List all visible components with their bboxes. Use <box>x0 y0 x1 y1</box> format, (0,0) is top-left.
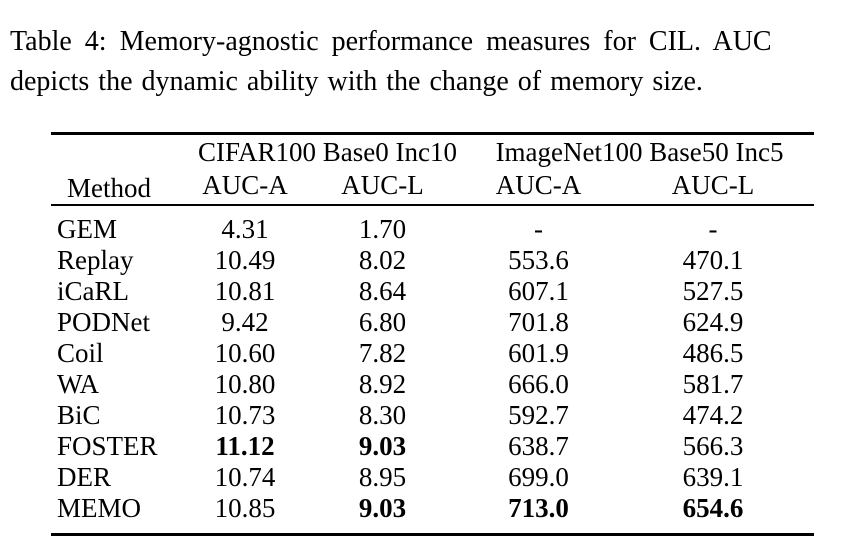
header-group-row: Method CIFAR100 Base0 Inc10 ImageNet100 … <box>51 134 814 203</box>
table-row: FOSTER 11.12 9.03 638.7 566.3 <box>51 431 814 462</box>
subcol-header-cifar-auc-l: AUC-L <box>341 170 424 200</box>
value-cell: 9.03 <box>358 430 407 461</box>
value-cell: 8.64 <box>358 275 407 306</box>
table-caption-line2: depicts the dynamic ability with the cha… <box>10 66 703 97</box>
table-row: DER 10.74 8.95 699.0 639.1 <box>51 462 814 493</box>
table-caption: Table 4: Memory-agnostic performance mea… <box>10 22 860 102</box>
value-cell: 624.9 <box>682 306 744 337</box>
value-cell: 527.5 <box>682 275 744 306</box>
value-cell: 10.81 <box>214 275 276 306</box>
value-cell: 713.0 <box>508 492 569 523</box>
table-row: Replay 10.49 8.02 553.6 470.1 <box>51 245 814 276</box>
value-cell: 701.8 <box>508 306 569 337</box>
results-table-container: Method CIFAR100 Base0 Inc10 ImageNet100 … <box>51 132 815 536</box>
value-cell: 666.0 <box>508 368 569 399</box>
value-cell: 699.0 <box>508 461 569 492</box>
results-table-header: Method CIFAR100 Base0 Inc10 ImageNet100 … <box>51 134 815 205</box>
value-cell: 607.1 <box>508 275 569 306</box>
method-name-cell: iCaRL <box>57 275 129 306</box>
value-cell: - <box>534 213 544 244</box>
value-cell: 9.03 <box>358 492 407 523</box>
value-cell: 10.60 <box>214 337 276 368</box>
method-name-cell: WA <box>57 368 99 399</box>
method-name-cell: Replay <box>57 244 134 275</box>
method-name-cell: DER <box>57 461 111 492</box>
table-row: BiC 10.73 8.30 592.7 474.2 <box>51 400 814 431</box>
table-row: GEM 4.31 1.70 - - <box>51 205 814 245</box>
value-cell: 6.80 <box>358 306 407 337</box>
method-column-header: Method <box>67 172 151 203</box>
table-caption-line1: Table 4: Memory-agnostic performance mea… <box>10 26 772 57</box>
value-cell: 8.95 <box>358 461 407 492</box>
results-table: Method CIFAR100 Base0 Inc10 ImageNet100 … <box>51 132 815 536</box>
value-cell: 566.3 <box>682 430 744 461</box>
value-cell: 654.6 <box>682 492 744 523</box>
value-cell: 470.1 <box>682 244 744 275</box>
value-cell: 8.02 <box>358 244 407 275</box>
value-cell: 10.73 <box>214 399 276 430</box>
table-row: Coil 10.60 7.82 601.9 486.5 <box>51 338 814 369</box>
value-cell: 1.70 <box>358 213 407 244</box>
value-cell: 7.82 <box>358 337 407 368</box>
value-cell: - <box>708 213 718 244</box>
value-cell: 601.9 <box>508 337 569 368</box>
table-row: PODNet 9.42 6.80 701.8 624.9 <box>51 307 814 338</box>
value-cell: 8.92 <box>358 368 407 399</box>
method-name-cell: Coil <box>57 337 104 368</box>
method-name-cell: MEMO <box>57 492 142 523</box>
value-cell: 8.30 <box>358 399 407 430</box>
subcol-header-imagenet-auc-a: AUC-A <box>495 170 582 200</box>
value-cell: 592.7 <box>508 399 569 430</box>
value-cell: 10.74 <box>214 461 276 492</box>
value-cell: 553.6 <box>508 244 569 275</box>
method-name-cell: FOSTER <box>57 430 158 461</box>
value-cell: 10.49 <box>214 244 276 275</box>
value-cell: 4.31 <box>221 213 269 244</box>
value-cell: 638.7 <box>508 430 569 461</box>
header-subcolumn-row: AUC-A AUC-L AUC-A AUC-L <box>51 168 814 205</box>
value-cell: 639.1 <box>682 461 744 492</box>
table-row: iCaRL 10.81 8.64 607.1 527.5 <box>51 276 814 307</box>
value-cell: 486.5 <box>682 337 744 368</box>
table-body: GEM 4.31 1.70 - - Replay 10.49 8.02 553.… <box>51 205 814 535</box>
value-cell: 474.2 <box>682 399 744 430</box>
subcol-header-imagenet-auc-l: AUC-L <box>671 170 755 200</box>
method-name-cell: GEM <box>57 213 117 244</box>
group-header-imagenet100: ImageNet100 Base50 Inc5 <box>495 136 784 167</box>
subcol-header-cifar-auc-a: AUC-A <box>202 170 288 200</box>
value-cell: 581.7 <box>682 368 744 399</box>
method-name-cell: PODNet <box>57 306 150 337</box>
group-header-cifar100: CIFAR100 Base0 Inc10 <box>198 136 457 167</box>
method-name-cell: BiC <box>57 399 101 430</box>
value-cell: 9.42 <box>221 306 269 337</box>
value-cell: 10.85 <box>214 492 276 523</box>
value-cell: 11.12 <box>215 430 275 461</box>
value-cell: 10.80 <box>214 368 276 399</box>
table-row: MEMO 10.85 9.03 713.0 654.6 <box>51 493 814 535</box>
table-row: WA 10.80 8.92 666.0 581.7 <box>51 369 814 400</box>
